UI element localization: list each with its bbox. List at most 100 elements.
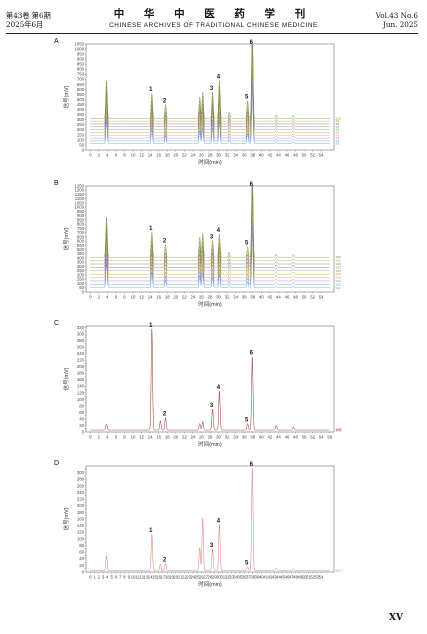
x-tick-label: 38 [250, 295, 255, 300]
y-tick-label: 1100 [75, 196, 85, 201]
legend-entry-b-7: S17 [336, 265, 342, 269]
x-tick-label: 46 [285, 575, 290, 580]
x-tick-label: 34 [233, 295, 238, 300]
peak-label-b-6: 6 [250, 182, 254, 188]
x-tick-label: 48 [293, 153, 298, 158]
date-en: Jun. 2025 [382, 20, 418, 30]
y-tick-label: 950 [77, 51, 85, 56]
y-axis-label-d: 信号(mV) [62, 507, 70, 530]
x-tick-label: 26 [199, 435, 204, 440]
trace-a-4 [90, 69, 330, 136]
x-tick-label: 8 [123, 435, 126, 440]
journal-title-en: CHINESE ARCHIVES OF TRADITIONAL CHINESE … [109, 22, 318, 29]
y-tick-label: 750 [77, 226, 85, 231]
x-tick-label: 11 [135, 575, 140, 580]
legend-entry-a-8: S8 [336, 122, 340, 126]
x-tick-label: 32 [225, 153, 230, 158]
y-tick-label: 800 [77, 67, 85, 72]
trace-b-4 [90, 211, 330, 278]
x-tick-label: 20 [173, 435, 178, 440]
x-tick-label: 50 [302, 575, 307, 580]
y-tick-label: 60 [79, 550, 84, 555]
x-tick-label: 15 [152, 575, 157, 580]
y-tick-label: 0 [82, 147, 85, 152]
x-tick-label: 27 [203, 575, 208, 580]
y-axis-label-c: 信号(mV) [62, 367, 70, 390]
y-tick-label: 180 [77, 371, 85, 376]
peak-label-b-4: 4 [217, 228, 221, 234]
legend-entry-a-4: S4 [336, 133, 340, 137]
x-tick-label: 52 [310, 295, 315, 300]
x-tick-label: 25 [195, 575, 200, 580]
trace-d-1 [90, 468, 330, 571]
panel-label-d: D [54, 460, 60, 467]
trace-a-9 [90, 43, 330, 122]
x-tick-label: 42 [267, 295, 272, 300]
plot-frame-d [85, 465, 335, 573]
y-tick-label: 350 [77, 260, 85, 265]
x-tick-label: 4 [106, 153, 109, 158]
y-tick-label: 40 [79, 416, 84, 421]
x-tick-label: 42 [267, 575, 272, 580]
x-tick-label: 38 [250, 575, 255, 580]
legend-entry-a-9: S9 [336, 119, 340, 123]
x-tick-label: 4 [106, 295, 109, 300]
legend-entry-b-6: S16 [336, 269, 342, 273]
peak-label-c-4: 4 [217, 385, 221, 391]
x-tick-label: 39 [255, 575, 260, 580]
y-tick-label: 100 [77, 137, 85, 142]
x-tick-label: 20 [173, 295, 178, 300]
y-tick-label: 20 [79, 423, 84, 428]
y-tick-label: 50 [79, 142, 84, 147]
x-tick-label: 10 [131, 153, 136, 158]
x-tick-label: 40 [259, 575, 264, 580]
y-tick-label: 300 [77, 117, 85, 122]
y-tick-label: 100 [77, 536, 85, 541]
y-tick-label: 120 [77, 390, 85, 395]
peak-label-d-5: 5 [245, 561, 249, 567]
legend-entry-a-3: S3 [336, 136, 340, 140]
x-tick-label: 14 [148, 575, 153, 580]
trace-b-2 [90, 226, 330, 285]
y-tick-label: 0 [82, 429, 85, 434]
x-tick-label: 50 [302, 153, 307, 158]
chromatogram-panel-d: D 0 20 40 60 80 100 120 140 160 180 200 220 240 260 28… [54, 460, 352, 590]
x-tick-label: 52 [310, 575, 315, 580]
legend-entry-b-4: S14 [336, 276, 342, 280]
x-tick-label: 30 [216, 295, 221, 300]
y-tick-label: 200 [77, 503, 85, 508]
plot-frame-c [85, 325, 335, 433]
x-tick-label: 2 [98, 153, 101, 158]
x-axis-label-a: 时间(min) [198, 158, 222, 166]
x-tick-label: 34 [233, 153, 238, 158]
x-tick-label: 54 [319, 295, 324, 300]
x-tick-label: 22 [182, 153, 187, 158]
x-tick-label: 56 [327, 435, 332, 440]
y-tick-label: 900 [77, 57, 85, 62]
y-tick-label: 240 [77, 490, 85, 495]
journal-volume-issue-en: Vol.43 No.6 Jun. 2025 [376, 11, 418, 29]
chromatogram-panel-b: B 0 50 100 150 200 250 300 350 400 450 500 550 600 65… [54, 180, 352, 310]
chromatogram-panel-c: C 0 20 40 60 80 100 120 140 160 180 200 220 240 260 28… [54, 320, 352, 450]
volume-issue-cn: 第43卷 第6期 [6, 11, 51, 20]
x-tick-label: 29 [212, 575, 217, 580]
trace-a-3 [90, 75, 330, 139]
legend-entry-b-1: S11 [336, 286, 341, 290]
x-tick-label: 20 [173, 153, 178, 158]
legend-entry-b-5: S15 [336, 272, 342, 276]
x-tick-label: 40 [259, 153, 264, 158]
x-tick-label: 6 [115, 295, 118, 300]
y-tick-label: 160 [77, 377, 85, 382]
y-tick-label: 200 [77, 364, 85, 369]
trace-b-5 [90, 203, 330, 275]
chromatogram-d: 0204060801001201401601802002202402602803… [62, 462, 342, 588]
y-tick-label: 850 [77, 217, 85, 222]
y-tick-label: 60 [79, 410, 84, 415]
x-tick-label: 0 [89, 435, 92, 440]
page-number: XV [389, 613, 403, 623]
legend-entry-c-1: 对照 [336, 427, 342, 432]
peak-label-c-2: 2 [163, 412, 167, 418]
y-tick-label: 300 [77, 264, 85, 269]
peak-label-c-5: 5 [245, 418, 249, 424]
peak-label-a-1: 1 [149, 87, 153, 93]
